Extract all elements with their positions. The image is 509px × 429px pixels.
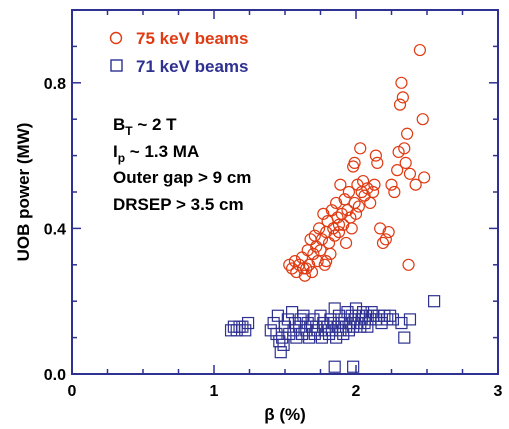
point-75kev [330, 196, 343, 210]
point-71kev [278, 320, 292, 333]
point-75kev [303, 258, 316, 271]
x-tick-label: 3 [494, 383, 503, 400]
point-75kev [369, 149, 382, 162]
point-75kev [334, 178, 347, 191]
point-71kev [297, 309, 310, 322]
point-75kev [337, 218, 350, 231]
x-tick-label: 0 [68, 383, 77, 400]
point-75kev [402, 258, 415, 271]
annotation-outer-gap: Outer gap > 9 cm [113, 168, 251, 187]
point-75kev [348, 156, 361, 169]
point-75kev [374, 222, 387, 235]
point-71kev [347, 360, 360, 373]
point-75kev [368, 178, 381, 191]
point-75kev [295, 251, 309, 264]
point-75kev [371, 156, 384, 169]
point-75kev [382, 225, 395, 239]
point-75kev [339, 236, 353, 250]
point-75kev [413, 43, 426, 57]
point-75kev [391, 164, 404, 177]
point-75kev [311, 255, 324, 268]
point-75kev [332, 218, 346, 231]
annotation-bt: BT ~ 2 T [113, 115, 177, 138]
x-tick-label: 2 [352, 383, 361, 400]
point-75kev [328, 229, 341, 242]
point-71kev [386, 313, 400, 326]
point-71kev [328, 360, 341, 373]
annotation-ip: Ip ~ 1.3 MA [113, 142, 199, 165]
annotation-drsep: DRSEP > 3.5 cm [113, 195, 244, 214]
legend: 75 keV beams 71 keV beams [109, 29, 248, 76]
point-71kev [308, 327, 321, 341]
point-71kev [328, 302, 341, 315]
point-75kev [305, 265, 319, 279]
point-71kev [271, 309, 284, 322]
axis-tick-labels: 0 1 2 3 0.0 0.4 0.8 [44, 76, 503, 400]
point-71kev [314, 309, 327, 322]
point-75kev [332, 225, 346, 239]
x-axis-title: β (%) [264, 405, 306, 424]
point-71kev [428, 295, 441, 308]
point-75kev [354, 142, 367, 155]
point-75kev [293, 258, 306, 271]
point-75kev [395, 76, 408, 89]
point-75kev [393, 98, 407, 111]
point-75kev [307, 247, 320, 260]
point-71kev [267, 316, 280, 330]
point-75kev [376, 236, 390, 250]
point-75kev [298, 269, 311, 282]
point-71kev [286, 306, 299, 319]
point-71kev [398, 331, 411, 344]
data-points [224, 43, 441, 373]
point-75kev [398, 142, 411, 155]
point-75kev [320, 255, 333, 268]
legend-marker-75kev [109, 31, 123, 45]
point-71kev [274, 346, 287, 359]
point-75kev [324, 247, 337, 260]
point-75kev [357, 174, 370, 188]
point-75kev [409, 178, 422, 191]
point-75kev [312, 222, 326, 235]
x-tick-label: 1 [210, 383, 219, 400]
y-tick-label: 0.0 [44, 367, 66, 384]
point-75kev [399, 156, 412, 169]
point-71kev [330, 331, 343, 344]
point-75kev [388, 185, 401, 199]
point-75kev [315, 233, 329, 246]
point-75kev [396, 91, 409, 104]
point-75kev [341, 204, 354, 217]
y-tick-label: 0.4 [44, 221, 66, 238]
legend-marker-71kev [110, 59, 123, 72]
point-75kev [317, 207, 330, 220]
point-71kev [403, 313, 417, 326]
point-75kev [416, 113, 429, 126]
point-75kev [349, 207, 363, 220]
point-75kev [345, 222, 358, 235]
point-71kev [341, 306, 354, 319]
point-75kev [401, 127, 414, 140]
point-75kev [379, 233, 392, 246]
point-71kev [365, 306, 378, 319]
point-75kev [352, 200, 365, 213]
point-71kev [395, 316, 408, 330]
point-75kev [364, 196, 377, 210]
point-75kev [322, 236, 336, 250]
point-75kev [418, 171, 431, 184]
point-75kev [342, 185, 355, 199]
point-71kev [383, 309, 397, 322]
point-75kev [403, 167, 417, 180]
y-tick-label: 0.8 [44, 76, 66, 93]
legend-label-75kev: 75 keV beams [136, 29, 248, 48]
point-75kev [385, 178, 398, 191]
point-75kev [366, 185, 380, 199]
point-71kev [241, 316, 255, 330]
annotation-block: BT ~ 2 T Ip ~ 1.3 MA Outer gap > 9 cm DR… [113, 115, 251, 214]
point-71kev [239, 324, 252, 337]
legend-label-71kev: 71 keV beams [136, 57, 248, 76]
y-axis-title: UOB power (MW) [14, 123, 33, 262]
